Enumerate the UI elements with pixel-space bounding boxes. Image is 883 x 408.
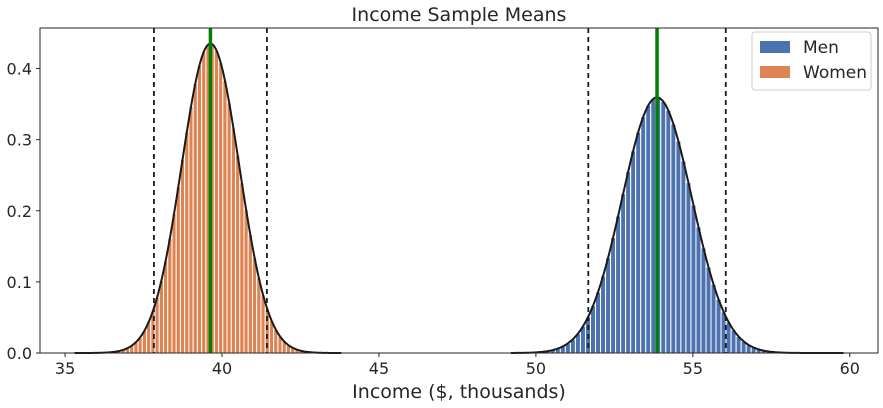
legend-label-women: Women <box>803 63 867 83</box>
x-tick-label-50: 50 <box>526 359 546 378</box>
legend-swatch-women <box>760 66 790 78</box>
women-bar-39 <box>239 182 245 354</box>
men-bar-36 <box>700 247 707 354</box>
men-bar-15 <box>595 291 602 354</box>
men-bar-28 <box>660 101 667 354</box>
men-bar-30 <box>670 123 677 354</box>
women-bar-43 <box>256 277 262 354</box>
women-bar-38 <box>235 154 241 354</box>
men-bar-16 <box>600 275 607 354</box>
men-bar-37 <box>705 266 712 354</box>
legend-swatch-men <box>760 41 790 53</box>
x-axis-label: Income ($, thousands) <box>352 381 566 403</box>
men-histogram <box>519 97 822 354</box>
men-bar-33 <box>685 182 692 354</box>
women-bar-36 <box>226 102 232 354</box>
men-bar-19 <box>615 215 622 354</box>
women-normal-curve <box>74 42 342 354</box>
x-tick-label-60: 60 <box>840 359 860 378</box>
men-bar-38 <box>710 283 717 354</box>
men-bar-24 <box>640 116 647 354</box>
men-bar-22 <box>630 150 637 354</box>
women-bar-21 <box>163 260 169 354</box>
y-tick-label-0: 0.0 <box>7 344 32 363</box>
legend-label-men: Men <box>803 38 839 58</box>
x-tick-label-35: 35 <box>55 359 75 378</box>
women-bar-35 <box>222 80 228 354</box>
y-tick-label-0.3: 0.3 <box>7 131 32 150</box>
women-bar-37 <box>230 127 237 354</box>
women-bar-42 <box>251 257 258 354</box>
y-tick-label-0.2: 0.2 <box>7 202 32 221</box>
men-bar-29 <box>665 110 672 354</box>
men-bar-21 <box>625 171 632 354</box>
women-bar-28 <box>192 83 198 354</box>
women-bar-27 <box>188 105 194 354</box>
women-bar-20 <box>158 280 165 354</box>
women-bar-33 <box>213 49 220 354</box>
plot-frame <box>39 27 879 354</box>
men-bar-26 <box>650 98 657 354</box>
women-histogram <box>74 43 334 354</box>
x-tick-label-45: 45 <box>369 359 389 378</box>
women-bar-29 <box>196 64 203 354</box>
women-bar-22 <box>167 237 173 354</box>
legend: Men Women <box>751 31 872 91</box>
men-bar-35 <box>695 226 702 354</box>
men-bar-31 <box>675 140 682 354</box>
men-bar-23 <box>635 131 642 354</box>
women-bar-23 <box>171 213 177 354</box>
women-bar-41 <box>247 234 253 354</box>
men-bar-39 <box>715 298 722 354</box>
women-bar-30 <box>201 51 207 354</box>
men-bar-34 <box>690 204 697 354</box>
chart-title: Income Sample Means <box>352 4 567 26</box>
men-bar-14 <box>590 305 597 354</box>
x-tick-label-55: 55 <box>683 359 703 378</box>
reference-lines <box>153 28 727 353</box>
men-bar-32 <box>680 160 687 354</box>
women-bar-25 <box>179 158 186 354</box>
men-bar-18 <box>610 237 617 354</box>
x-axis-ticks: 35 40 45 50 55 60 <box>55 353 860 378</box>
men-bar-25 <box>645 104 652 354</box>
men-bar-17 <box>605 257 612 354</box>
y-tick-label-0.1: 0.1 <box>7 273 32 292</box>
women-bar-26 <box>184 131 190 354</box>
x-tick-label-40: 40 <box>212 359 232 378</box>
y-tick-label-0.4: 0.4 <box>7 60 32 79</box>
women-bar-24 <box>175 186 181 354</box>
women-bar-40 <box>243 209 249 354</box>
y-axis-ticks: 0.0 0.1 0.2 0.3 0.4 <box>7 60 40 363</box>
women-bar-34 <box>218 62 224 354</box>
men-bar-20 <box>620 193 627 354</box>
